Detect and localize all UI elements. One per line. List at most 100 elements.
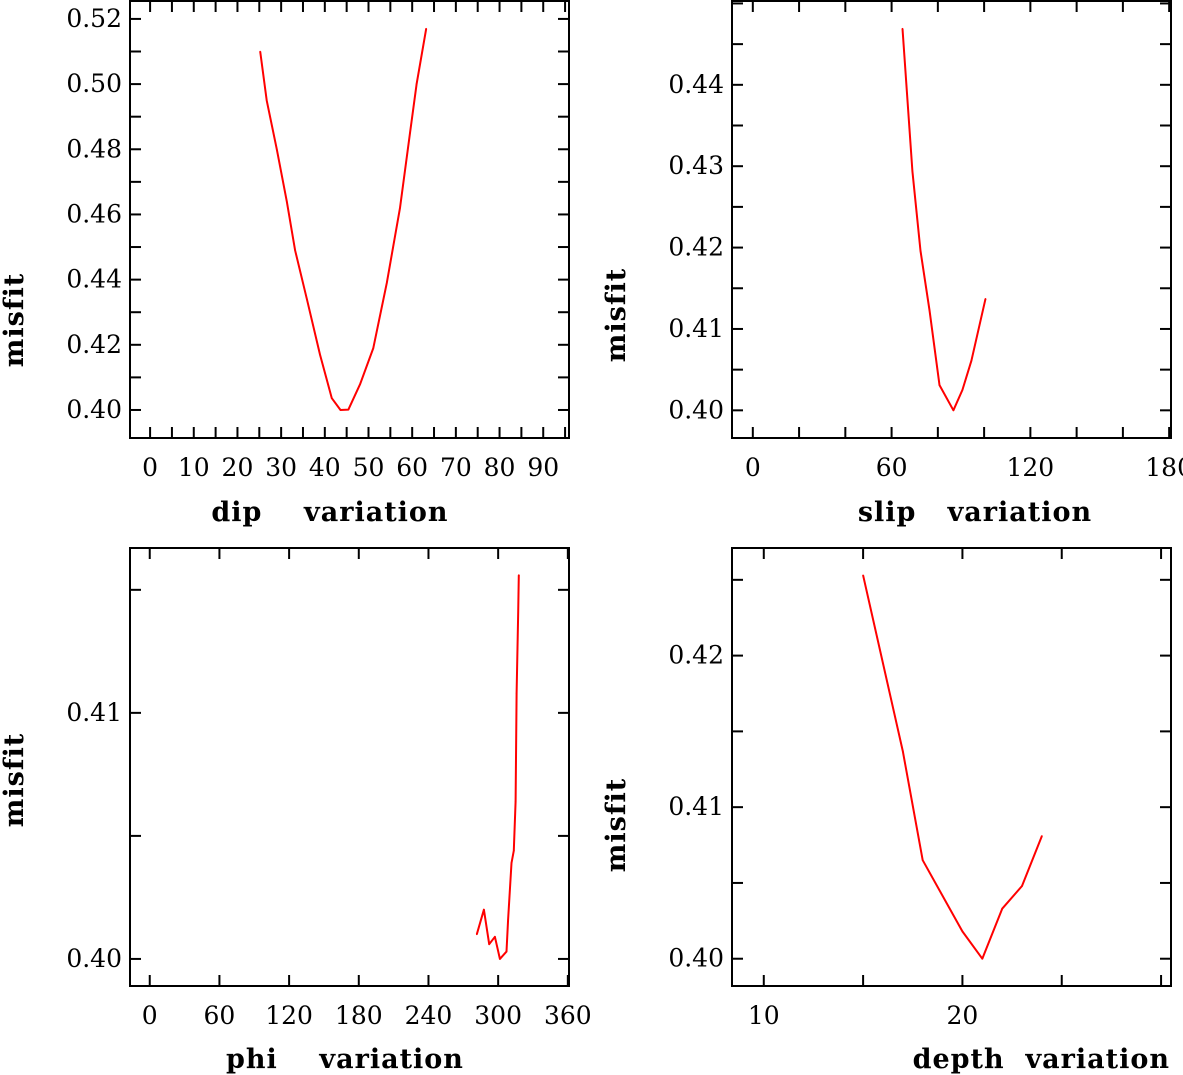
chart-panel-3: 0.40 0.41 0 60 120 180 240 300 360 phi variation m… xyxy=(0,547,592,1075)
y-axis-title: misfit xyxy=(601,268,632,362)
y-tick-label: 0.44 xyxy=(66,265,122,294)
x-tick-label: 240 xyxy=(405,1001,453,1030)
data-point xyxy=(513,849,515,852)
y-axis-title: misfit xyxy=(0,273,30,367)
data-point xyxy=(483,908,485,911)
x-tick-label: 40 xyxy=(309,453,341,482)
data-point xyxy=(911,170,914,172)
y-tick-label: 0.42 xyxy=(66,330,122,359)
x-tick-label: 120 xyxy=(265,1001,313,1030)
data-point xyxy=(981,957,984,960)
data-point xyxy=(409,132,411,134)
y-tick-label: 0.50 xyxy=(66,69,122,98)
x-tick-label: 80 xyxy=(484,453,516,482)
data-point xyxy=(984,298,987,300)
data-point xyxy=(921,859,924,862)
data-point xyxy=(952,409,955,412)
data-point xyxy=(938,384,941,386)
y-tick-label: 0.41 xyxy=(668,792,724,821)
x-tick-label: 90 xyxy=(527,453,559,482)
data-point xyxy=(505,950,508,953)
x-tick-label: 60 xyxy=(204,1001,236,1030)
data-point xyxy=(415,83,418,85)
x-tick-label: 20 xyxy=(222,453,254,482)
data-point xyxy=(399,207,401,209)
data-point xyxy=(961,930,964,933)
x-tick-label: 60 xyxy=(396,453,428,482)
x-tick-label: 0 xyxy=(142,1001,158,1030)
y-tick-label: 0.40 xyxy=(668,944,724,973)
x-tick-label: 0 xyxy=(745,453,761,482)
y-tick-label: 0.44 xyxy=(668,70,724,99)
data-point xyxy=(970,359,973,362)
x-tick-label: 50 xyxy=(353,453,385,482)
x-tick-label: 70 xyxy=(440,453,472,482)
data-point xyxy=(1041,835,1043,837)
y-tick-label: 0.41 xyxy=(668,314,724,343)
chart-panel-2: 0.40 0.41 0.42 0.43 0.44 0 60 120 180 slip variat… xyxy=(601,0,1183,528)
y-tick-label: 0.40 xyxy=(66,944,122,973)
x-tick-label: 20 xyxy=(947,1001,979,1030)
plot-frame xyxy=(731,547,1172,987)
plot-frame xyxy=(129,0,570,439)
y-axis-title: misfit xyxy=(0,733,30,827)
x-axis-title: phi variation xyxy=(226,1044,464,1075)
data-point xyxy=(902,750,904,752)
data-point xyxy=(319,353,321,356)
data-point xyxy=(510,862,513,864)
y-tick-label: 0.42 xyxy=(668,233,724,262)
y-tick-label: 0.46 xyxy=(66,199,122,228)
data-point xyxy=(928,309,931,312)
data-point xyxy=(286,200,288,203)
data-point xyxy=(475,933,478,936)
x-axis-title: depth variation xyxy=(913,1044,1170,1075)
y-tick-label: 0.40 xyxy=(668,395,724,424)
x-tick-label: 30 xyxy=(265,453,297,482)
y-tick-label: 0.43 xyxy=(668,151,724,180)
chart-panel-4: 0.40 0.41 0.42 10 20 depth variation misfit xyxy=(601,547,1172,1075)
series-line-misfit xyxy=(259,28,428,411)
data-point xyxy=(359,383,362,385)
data-point xyxy=(901,27,904,30)
chart-panel-1: 0.40 0.42 0.44 0.46 0.48 0.50 0.52 0 10 20 30 40 50 6… xyxy=(0,0,570,528)
data-point xyxy=(919,250,922,252)
data-point xyxy=(862,574,864,577)
x-tick-label: 10 xyxy=(748,1001,780,1030)
x-tick-label: 60 xyxy=(876,453,908,482)
data-point xyxy=(1021,885,1023,887)
data-point xyxy=(488,943,491,945)
x-tick-label: 360 xyxy=(544,1001,592,1030)
y-tick-label: 0.52 xyxy=(66,4,122,33)
y-tick-label: 0.42 xyxy=(668,641,724,670)
x-axis-title: dip variation xyxy=(211,497,448,528)
x-tick-label: 180 xyxy=(335,1001,383,1030)
y-tick-label: 0.48 xyxy=(66,134,122,163)
x-tick-label: 180 xyxy=(1145,453,1183,482)
x-tick-label: 0 xyxy=(142,453,158,482)
x-tick-label: 300 xyxy=(474,1001,522,1030)
data-point xyxy=(961,389,964,391)
data-point xyxy=(507,918,509,921)
data-point xyxy=(339,409,342,411)
data-point xyxy=(514,800,517,803)
data-point xyxy=(275,148,278,151)
data-point xyxy=(499,958,501,960)
data-point xyxy=(425,27,427,30)
data-point xyxy=(1001,907,1003,910)
x-tick-label: 10 xyxy=(178,453,210,482)
data-point xyxy=(372,347,375,349)
data-point xyxy=(294,249,296,252)
y-tick-label: 0.41 xyxy=(66,698,122,727)
data-point xyxy=(306,298,308,300)
data-point xyxy=(518,574,520,576)
y-tick-label: 0.40 xyxy=(66,395,122,424)
x-tick-label: 120 xyxy=(1007,453,1055,482)
series-line-misfit xyxy=(901,28,987,412)
data-point xyxy=(517,611,520,613)
data-point xyxy=(331,397,333,400)
plot-frame xyxy=(731,0,1172,439)
series-line-misfit xyxy=(475,575,520,960)
y-axis-title: misfit xyxy=(601,778,632,872)
